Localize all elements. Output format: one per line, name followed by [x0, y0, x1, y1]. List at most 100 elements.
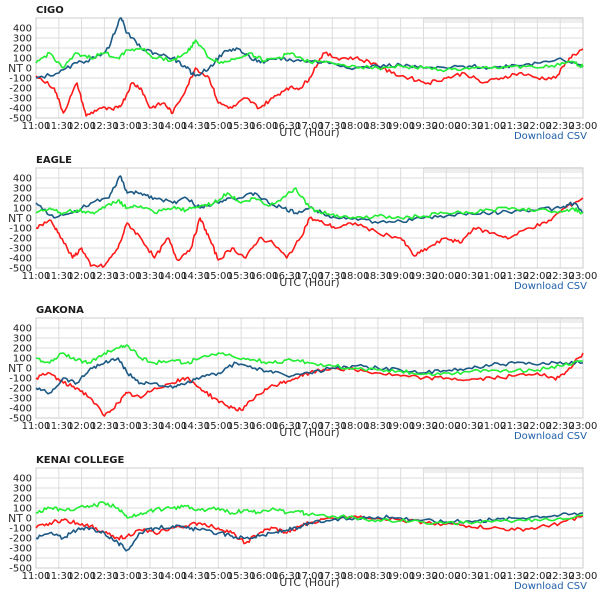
y-tick-label: -100 [9, 374, 32, 385]
x-tick-label: 12:30 [90, 571, 119, 582]
y-tick-label: 300 [13, 334, 32, 345]
x-tick-label: 16:30 [272, 121, 301, 132]
x-tick-label: 19:30 [409, 571, 438, 582]
y-tick-label: -500 [9, 564, 32, 575]
y-tick-label: 100 [13, 504, 32, 515]
y-tick-label: 400 [13, 324, 32, 335]
x-tick-label: 22:00 [523, 571, 552, 582]
x-tick-label: 21:30 [500, 571, 529, 582]
chart-panel: KENAI COLLEGE -500-400-300-200-1000100200… [8, 455, 597, 592]
toolbar-strip [424, 317, 583, 323]
x-tick-label: 12:00 [67, 271, 96, 282]
x-tick-label: 20:00 [432, 271, 461, 282]
x-tick-label: 13:30 [136, 571, 165, 582]
x-tick-label: 18:00 [341, 271, 370, 282]
x-tick-label: 14:30 [181, 421, 210, 432]
series-line [35, 175, 584, 224]
x-tick-label: 20:00 [432, 121, 461, 132]
y-tick-label: -100 [9, 524, 32, 535]
x-tick-label: 13:00 [113, 571, 142, 582]
y-tick-label: 400 [13, 474, 32, 485]
x-tick-label: 19:00 [386, 121, 415, 132]
x-tick-label: 15:00 [204, 121, 233, 132]
series-line [35, 514, 584, 545]
x-tick-label: 13:00 [113, 421, 142, 432]
x-tick-label: 17:30 [318, 421, 347, 432]
x-tick-label: 17:00 [295, 121, 324, 132]
x-tick-label: 11:30 [44, 121, 73, 132]
x-tick-label: 14:30 [181, 571, 210, 582]
x-tick-label: 15:00 [204, 271, 233, 282]
x-tick-label: 11:30 [44, 271, 73, 282]
download-csv-link[interactable]: Download CSV [514, 131, 587, 142]
x-tick-label: 19:00 [386, 421, 415, 432]
x-tick-label: 16:00 [250, 271, 279, 282]
x-tick-label: 12:00 [67, 121, 96, 132]
y-tick-label: 200 [13, 194, 32, 205]
plot-area [35, 17, 584, 119]
x-axis-label: UTC (Hour) [279, 576, 339, 589]
x-tick-label: 12:00 [67, 571, 96, 582]
x-tick-label: 19:30 [409, 121, 438, 132]
x-tick-label: 21:00 [477, 571, 506, 582]
y-tick-label: -400 [9, 554, 32, 565]
y-tick-label: -100 [9, 74, 32, 85]
series-line [35, 352, 584, 417]
x-axis-label: UTC (Hour) [279, 126, 339, 139]
x-tick-label: 18:30 [363, 421, 392, 432]
y-tick-label: 400 [13, 24, 32, 35]
download-csv-link[interactable]: Download CSV [514, 281, 587, 292]
x-tick-label: 21:00 [477, 421, 506, 432]
x-tick-label: 16:30 [272, 571, 301, 582]
y-tick-label: 300 [13, 484, 32, 495]
x-tick-label: 15:30 [227, 121, 256, 132]
y-tick-label: 0 [26, 64, 32, 75]
x-tick-label: 15:30 [227, 421, 256, 432]
x-tick-label: 11:00 [22, 271, 51, 282]
x-tick-label: 18:30 [363, 121, 392, 132]
x-tick-label: 20:00 [432, 571, 461, 582]
x-tick-label: 14:00 [158, 421, 187, 432]
x-tick-label: 16:00 [250, 571, 279, 582]
y-tick-label: 0 [26, 514, 32, 525]
x-tick-label: 11:30 [44, 571, 73, 582]
x-tick-label: 19:00 [386, 271, 415, 282]
x-tick-label: 21:30 [500, 121, 529, 132]
x-tick-label: 11:00 [22, 421, 51, 432]
y-tick-label: 100 [13, 54, 32, 65]
x-tick-label: 15:00 [204, 571, 233, 582]
y-axis-label: NT [8, 512, 23, 525]
y-tick-label: -500 [9, 414, 32, 425]
x-tick-label: 20:30 [455, 121, 484, 132]
x-tick-label: 13:00 [113, 271, 142, 282]
y-tick-label: 0 [26, 364, 32, 375]
x-tick-label: 14:30 [181, 271, 210, 282]
x-tick-label: 12:00 [67, 421, 96, 432]
series-line [35, 197, 584, 268]
y-tick-label: -100 [9, 224, 32, 235]
x-tick-label: 22:30 [546, 571, 575, 582]
x-tick-label: 21:30 [500, 271, 529, 282]
x-tick-label: 12:30 [90, 271, 119, 282]
download-csv-link[interactable]: Download CSV [514, 431, 587, 442]
x-tick-label: 22:30 [546, 121, 575, 132]
x-tick-label: 14:00 [158, 271, 187, 282]
y-tick-label: -200 [9, 384, 32, 395]
x-tick-label: 17:00 [295, 421, 324, 432]
download-csv-link[interactable]: Download CSV [514, 581, 587, 592]
x-tick-label: 22:00 [523, 271, 552, 282]
x-tick-label: 23:00 [569, 271, 598, 282]
x-tick-label: 11:30 [44, 421, 73, 432]
y-axis-label: NT [8, 212, 23, 225]
x-tick-label: 18:00 [341, 571, 370, 582]
x-tick-label: 16:00 [250, 421, 279, 432]
x-tick-label: 22:30 [546, 421, 575, 432]
y-tick-label: -200 [9, 534, 32, 545]
x-tick-label: 23:00 [569, 121, 598, 132]
y-tick-label: 300 [13, 34, 32, 45]
x-tick-label: 11:00 [22, 121, 51, 132]
y-tick-label: 400 [13, 174, 32, 185]
y-tick-label: -300 [9, 544, 32, 555]
